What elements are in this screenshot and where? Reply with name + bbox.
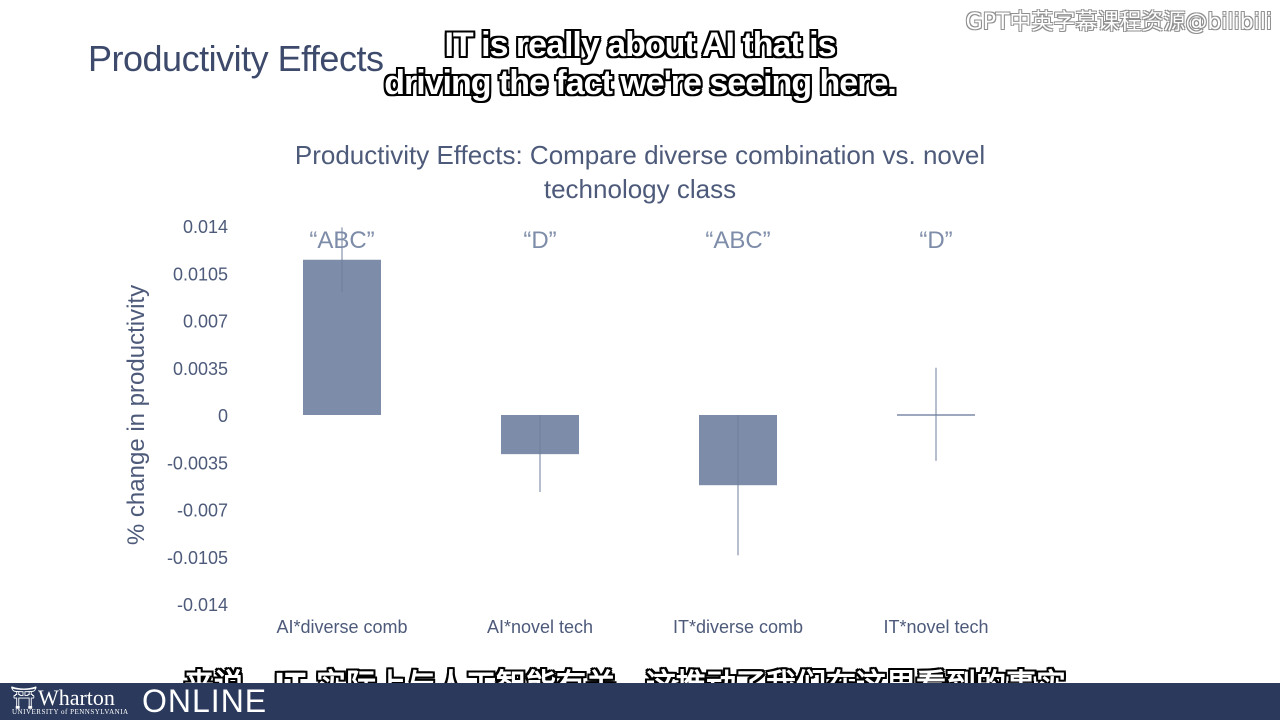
english-subtitle-line-2: driving the fact we're seeing here.	[384, 64, 897, 102]
y-tick-label: -0.0035	[167, 453, 228, 473]
x-tick-label: AI*diverse comb	[276, 617, 407, 637]
y-tick-label: 0.014	[183, 217, 228, 237]
chart-title-line-2: technology class	[544, 174, 736, 204]
footer-bar	[0, 683, 1280, 720]
bar-annotation: “D”	[523, 227, 556, 254]
y-tick-label: -0.0105	[167, 548, 228, 568]
english-subtitle-line-1: IT is really about AI that is	[444, 26, 836, 64]
y-tick-label: 0	[218, 406, 228, 426]
shield-icon: ⛩	[10, 685, 38, 710]
online-label: ONLINE	[142, 683, 268, 719]
wharton-brand: Wharton	[37, 685, 115, 710]
bar-annotations: “ABC” “D” “ABC” “D”	[309, 227, 952, 254]
y-tick-label: 0.007	[183, 312, 228, 332]
bars-group	[303, 259, 975, 486]
y-tick-label: 0.0035	[173, 359, 228, 379]
y-axis-label: % change in productivity	[123, 285, 150, 545]
wharton-logo-text: ⛩Wharton	[10, 685, 115, 711]
english-subtitle: IT is really about AI that is driving th…	[0, 26, 1280, 102]
x-tick-label: AI*novel tech	[487, 617, 593, 637]
y-axis-ticks: 0.014 0.0105 0.007 0.0035 0 -0.0035 -0.007 -0.0…	[167, 217, 228, 615]
bilibili-watermark: GPT中英字幕课程资源@bilibili	[965, 10, 1272, 35]
x-tick-label: IT*diverse comb	[673, 617, 803, 637]
y-tick-label: -0.007	[177, 501, 228, 521]
x-axis-labels: AI*diverse comb AI*novel tech IT*diverse c…	[276, 617, 988, 637]
bar-annotation: “ABC”	[705, 227, 770, 254]
slide-title: Productivity Effects	[88, 38, 384, 79]
y-tick-label: -0.014	[177, 595, 228, 615]
chart-title-line-1: Productivity Effects: Compare diverse co…	[295, 140, 985, 170]
bar-annotation: “D”	[919, 227, 952, 254]
bar-annotation: “ABC”	[309, 227, 374, 254]
error-bars-group	[341, 227, 937, 556]
bar-chart: Productivity Effects: Compare diverse co…	[123, 140, 989, 637]
university-label: UNIVERSITY of PENNSYLVANIA	[12, 708, 129, 716]
x-tick-label: IT*novel tech	[883, 617, 988, 637]
y-tick-label: 0.0105	[173, 264, 228, 284]
